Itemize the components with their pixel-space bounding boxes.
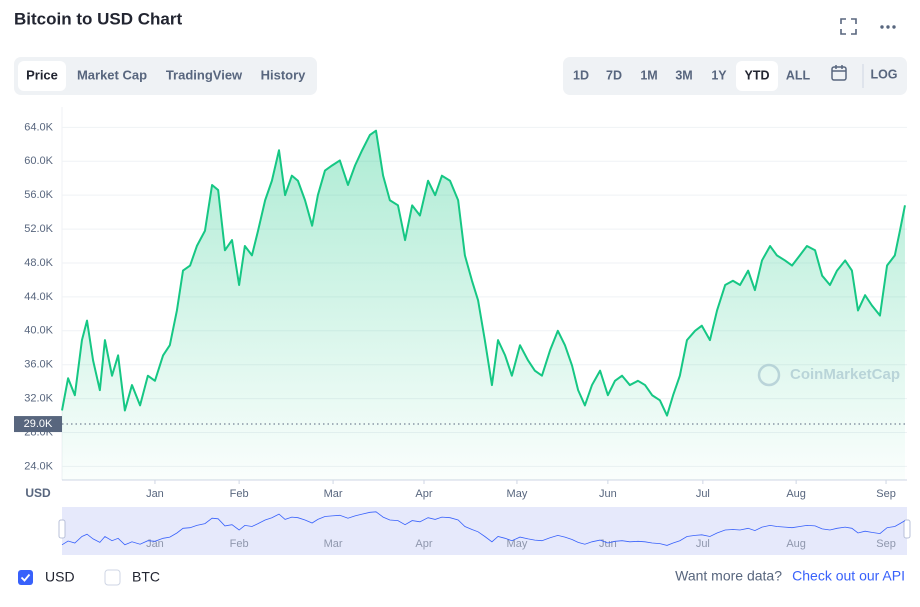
prompt: Want more data?: [675, 568, 782, 584]
log-button[interactable]: LOG: [870, 67, 897, 81]
tab[interactable]: TradingView: [166, 67, 243, 82]
x-tick-label: Jul: [696, 488, 710, 500]
y-tick-label: 32.0K: [24, 393, 53, 405]
navigator-handle[interactable]: [58, 519, 66, 539]
x-tick-label: Apr: [415, 488, 432, 500]
checkbox[interactable]: [104, 569, 121, 586]
api-link[interactable]: Check out our API: [792, 568, 905, 584]
range-button[interactable]: 1Y: [711, 68, 727, 82]
range-button[interactable]: 3M: [675, 68, 692, 82]
y-axis-label: USD: [25, 486, 51, 500]
price-marker-box: [14, 416, 62, 433]
price-marker-label: 29.0K: [24, 418, 53, 430]
y-tick-label: 24.0K: [24, 460, 53, 472]
x-tick-label: May: [507, 488, 528, 500]
navigator-label: Mar: [324, 538, 343, 550]
checkbox-checked[interactable]: [18, 570, 33, 585]
y-tick-label: 56.0K: [24, 189, 53, 201]
navigator-label: Jun: [599, 538, 617, 550]
title: Bitcoin to USD Chart: [14, 9, 182, 28]
navigator-label: Jan: [146, 538, 164, 550]
y-tick-label: 48.0K: [24, 257, 53, 269]
range-group: [563, 57, 907, 95]
y-tick-label: 52.0K: [24, 223, 53, 235]
y-tick-label: 44.0K: [24, 291, 53, 303]
more-icon[interactable]: [880, 25, 896, 29]
check: [20, 573, 31, 582]
navigator-line: [61, 511, 906, 546]
range-button[interactable]: YTD: [745, 68, 770, 82]
x-tick-label: Aug: [786, 488, 806, 500]
range-button[interactable]: 1M: [640, 68, 657, 82]
y-tick-label: 64.0K: [24, 121, 53, 133]
x-tick-label: Jan: [146, 488, 164, 500]
tab[interactable]: Market Cap: [77, 67, 147, 82]
legend-btc[interactable]: BTC: [132, 569, 160, 585]
navigator-label: Apr: [415, 538, 432, 550]
price-line: [61, 129, 906, 417]
legend-usd[interactable]: USD: [45, 569, 75, 585]
range-button[interactable]: 7D: [606, 68, 622, 82]
y-tick-label: 40.0K: [24, 325, 53, 337]
navigator-label: Aug: [786, 538, 806, 550]
active-tab: [18, 61, 66, 91]
navigator-label: Sep: [876, 538, 896, 550]
tab-group: [14, 57, 317, 95]
x-tick-label: Mar: [324, 488, 343, 500]
x-tick-label: Feb: [230, 488, 249, 500]
range-button[interactable]: ALL: [786, 68, 811, 82]
tab[interactable]: Price: [26, 67, 58, 82]
range-button[interactable]: 1D: [573, 68, 589, 82]
navigator-handle[interactable]: [903, 519, 911, 539]
navigator-label: Feb: [230, 538, 249, 550]
navigator[interactable]: [62, 507, 907, 555]
calendar-icon[interactable]: [831, 65, 847, 81]
x-tick-label: Jun: [599, 488, 617, 500]
fullscreen-icon[interactable]: [840, 18, 857, 35]
active-range: [736, 61, 778, 91]
y-tick-label: 60.0K: [24, 155, 53, 167]
y-tick-label: 36.0K: [24, 359, 53, 371]
x-tick-label: Sep: [876, 488, 896, 500]
navigator-label: Jul: [696, 538, 710, 550]
area: [62, 130, 905, 480]
tab[interactable]: History: [261, 67, 307, 82]
